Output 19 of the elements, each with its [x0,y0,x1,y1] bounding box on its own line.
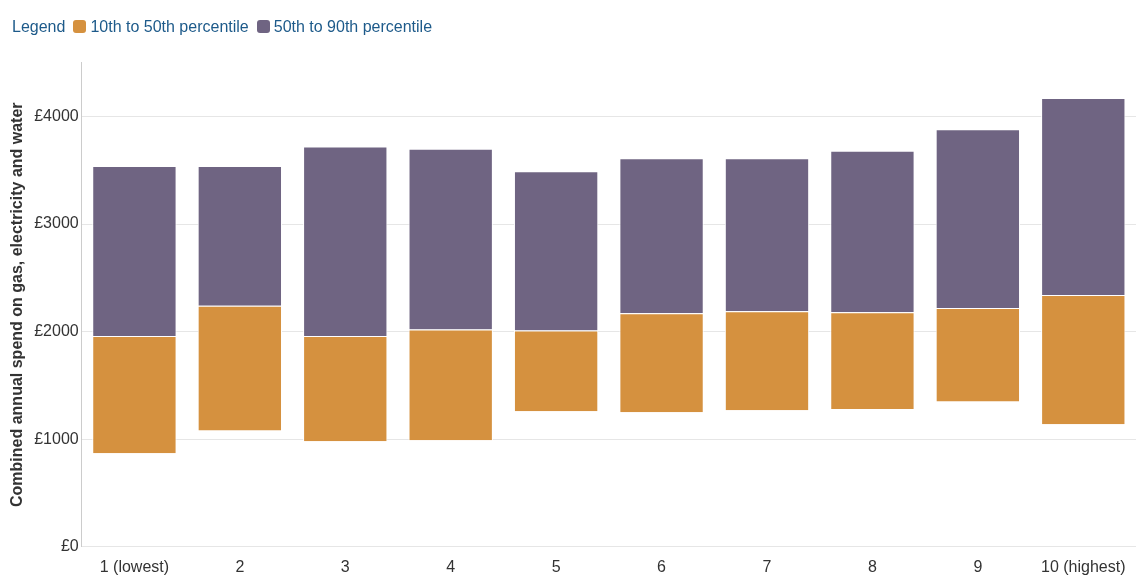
x-tick-label: 6 [657,557,667,575]
y-tick-label: £0 [60,537,79,555]
x-tick-label: 2 [235,557,245,575]
x-tick-label: 9 [973,557,983,575]
x-tick-label: 5 [551,557,561,575]
x-tick-label: 7 [762,557,772,575]
x-tick-label: 3 [340,557,350,575]
y-tick-label: £4000 [34,106,79,124]
x-tick-label: 1 (lowest) [99,557,170,575]
x-tick-label: 8 [867,557,877,575]
legend-label: 10th to 50th percentile [89,18,249,36]
y-axis-title: Combined annual spend on gas, electricity and water [8,102,26,507]
y-tick-label: £2000 [34,322,79,340]
x-tick-label: 4 [446,557,456,575]
y-tick-label: £1000 [34,429,79,447]
legend-title: Legend [12,18,66,36]
x-tick-label: 10 (highest) [1041,557,1126,575]
y-tick-label: £3000 [34,214,79,232]
legend-label: 50th to 90th percentile [272,18,433,36]
